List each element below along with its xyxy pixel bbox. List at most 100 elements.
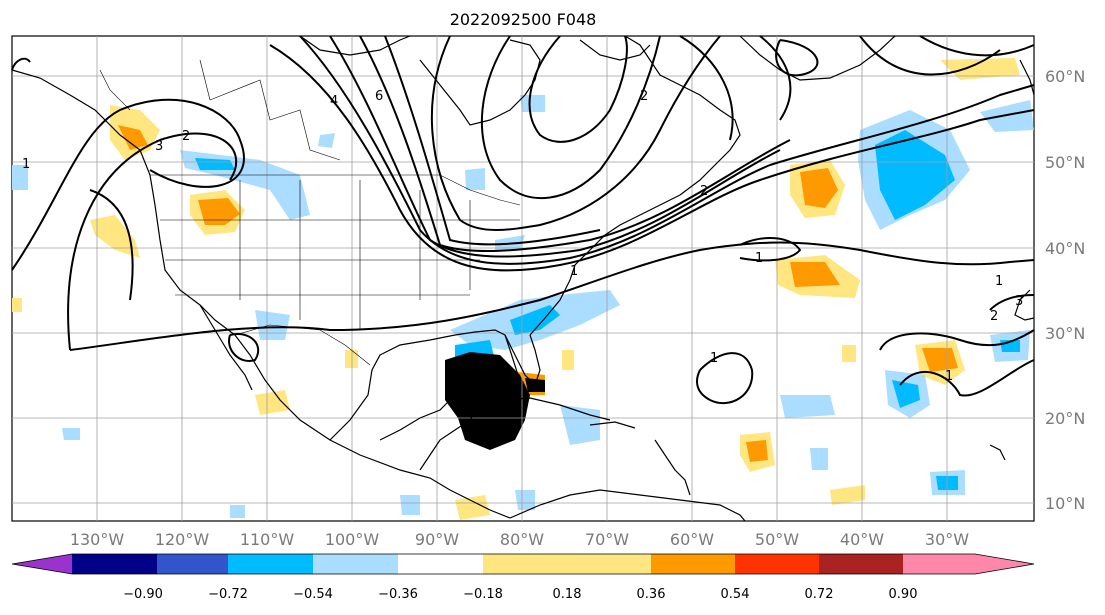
contour-label: 1 (995, 274, 1003, 289)
contour-line (69, 241, 1035, 351)
contour-line (679, 35, 734, 141)
colorbar-segment (651, 554, 735, 574)
contour-label: 1 (22, 157, 30, 172)
contour-label: 2 (182, 129, 190, 144)
coastline (299, 35, 411, 56)
neg-anomaly-patch (230, 505, 245, 518)
coastline (504, 334, 541, 387)
coastline (329, 329, 521, 441)
contour-line (384, 35, 601, 246)
lon-label: 80°W (500, 530, 544, 549)
lat-label: 30°N (1045, 324, 1085, 343)
contour-label: 2 (640, 89, 648, 104)
pos-anomaly-patch (198, 198, 240, 225)
coastline (589, 421, 636, 429)
contour-line (299, 35, 1035, 265)
lon-label: 60°W (670, 530, 714, 549)
pos-anomaly-patch (922, 348, 958, 372)
coastline (654, 439, 691, 496)
contour-line (359, 35, 791, 252)
contour-line (89, 189, 134, 301)
neg-anomaly-patch (892, 380, 920, 408)
contour-line (11, 57, 31, 71)
neg-anomaly-patch (780, 395, 835, 418)
contour-label: 2 (700, 184, 708, 199)
pos-anomaly-patch (790, 262, 840, 287)
contour-line (919, 35, 1035, 57)
pos-anomaly-patch (345, 350, 358, 368)
colorbar-outline (11, 553, 1035, 575)
contour-label: 1 (755, 251, 763, 266)
contour-line (269, 44, 1035, 272)
neg-anomaly-patch (62, 428, 80, 440)
contour-line (879, 329, 1035, 351)
contour-label: 2 (990, 309, 998, 324)
state-borders (239, 180, 471, 330)
coastline (379, 391, 481, 471)
pos-anomaly-patch (800, 168, 838, 208)
neg-anomaly-patch (195, 158, 235, 170)
pos-anomaly-patch (830, 485, 865, 505)
graticule (12, 36, 1034, 521)
colorbar-segment (72, 554, 157, 574)
colorbar-segment (483, 554, 651, 574)
colorbar-segment (819, 554, 903, 574)
map-title: 2022092500 F048 (450, 10, 597, 29)
contour-line (899, 359, 1035, 397)
colorbar-extend-max (903, 554, 1034, 574)
contour-line (67, 132, 237, 351)
colorbar-extend-min (12, 554, 72, 574)
neg-anomaly-patch (515, 490, 535, 510)
colorbar-tick-label: −0.36 (378, 587, 418, 602)
colorbar-segment (735, 554, 819, 574)
coastline (1014, 289, 1035, 321)
contour-line (759, 35, 792, 121)
coastline (989, 444, 1006, 461)
contour-line (775, 39, 819, 77)
coastline (199, 304, 253, 391)
contour-label: 3 (1015, 294, 1023, 309)
pos-anomaly-patch (455, 495, 490, 520)
coastlines (11, 35, 1035, 522)
contour-labels: 1 2 3 4 6 1 1 2 1 1 2 3 2 1 (22, 89, 1023, 384)
coastline (419, 39, 541, 126)
pos-anomaly-patch (12, 298, 22, 312)
contour-line (11, 98, 245, 271)
province-borders (99, 59, 341, 161)
contour-line (228, 333, 260, 362)
coastline (579, 39, 651, 61)
colorbar-tick-label: −0.54 (293, 587, 333, 602)
contour-line (696, 352, 754, 405)
colorbar-segment (313, 554, 398, 574)
stipple-blob (445, 352, 530, 450)
lon-labels: 130°W 120°W 110°W 100°W 90°W 80°W 70°W 6… (70, 530, 969, 549)
colorbar-tick-label: 0.54 (721, 587, 750, 602)
neg-anomaly-patch (400, 495, 420, 515)
lon-label: 100°W (325, 530, 380, 549)
colorbar-segment (228, 554, 313, 574)
colorbar-tick-label: 0.36 (637, 587, 666, 602)
contour-line (430, 35, 721, 231)
contours (11, 35, 1035, 405)
pos-anomaly-patch (90, 215, 140, 258)
pos-anomaly-patch (562, 350, 574, 370)
neg-anomaly-patch (810, 448, 828, 470)
colorbar-tick-label: −0.18 (463, 587, 503, 602)
pos-anomaly-patch (118, 125, 148, 150)
contour-label: 1 (570, 264, 578, 279)
us-canada-border (150, 174, 521, 206)
contour-label: 1 (710, 351, 718, 366)
pos-anomaly-patch (842, 345, 856, 362)
lon-label: 70°W (585, 530, 629, 549)
pos-anomaly-patch (255, 390, 290, 415)
pos-anomaly-patch (746, 440, 768, 462)
map-panel: 1 2 3 4 6 1 1 2 1 1 2 3 2 1 (11, 35, 1035, 522)
lat-label: 20°N (1045, 409, 1085, 428)
coastline (499, 397, 611, 421)
contour-line (480, 35, 661, 200)
lat-labels: 60°N 50°N 40°N 30°N 20°N 10°N (1045, 67, 1085, 513)
contour-line (329, 35, 781, 258)
neg-anomaly-patch (510, 305, 560, 335)
coastline (1019, 59, 1035, 96)
